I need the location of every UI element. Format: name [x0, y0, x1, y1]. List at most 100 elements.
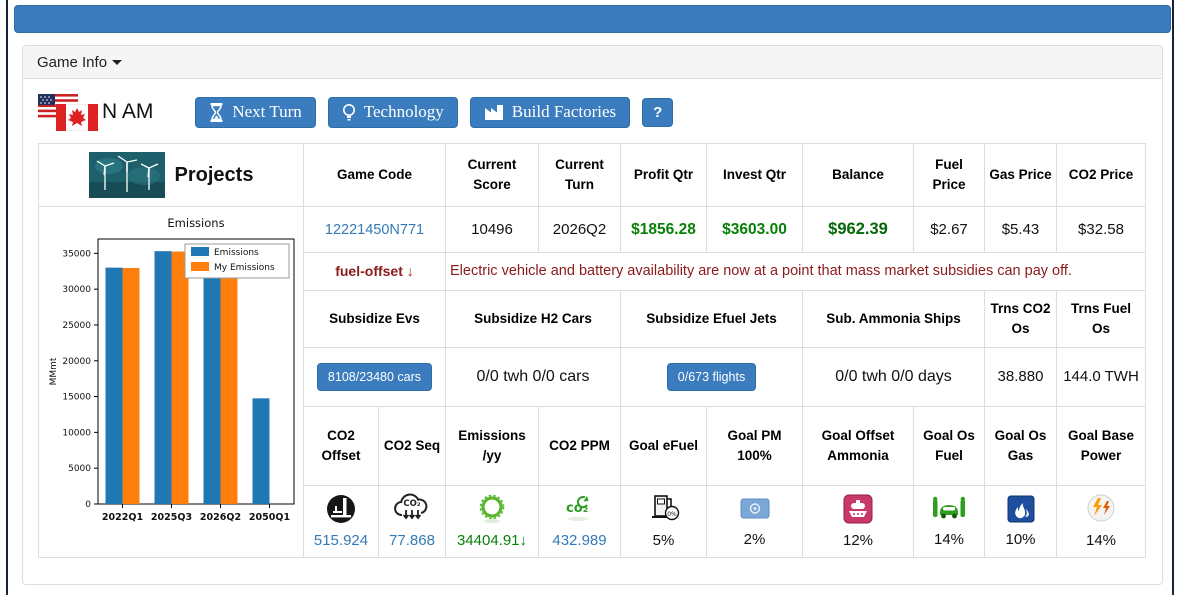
hourglass-icon: [210, 102, 223, 122]
projects-title: Projects: [174, 163, 254, 186]
next-turn-label: Next Turn: [232, 102, 302, 121]
subsidize-evs-button[interactable]: 8108/23480 cars: [316, 362, 433, 391]
svg-text:2022Q1: 2022Q1: [102, 512, 143, 523]
canada-flag-icon: [56, 104, 98, 131]
subsidize-h2-value: 0/0 twh 0/0 cars: [445, 347, 621, 407]
co2-seq-value: 77.868: [389, 532, 435, 550]
help-button[interactable]: ?: [642, 97, 674, 127]
co2-ppm-cell: co₂ 432.989: [538, 485, 621, 558]
game-info-label: Game Info: [37, 53, 108, 71]
build-factories-button[interactable]: Build Factories: [469, 96, 631, 128]
lightbulb-icon: [342, 103, 355, 120]
header-trns-co2-os: Trns CO2 Os: [984, 289, 1057, 349]
emissions-chart-cell: Emissions MMmt 0 5000 10000 15000 20000 25000 30…: [38, 206, 304, 558]
factory-icon: [484, 105, 503, 120]
subsidize-efuel-button[interactable]: 0/673 flights: [666, 362, 757, 391]
svg-text:25000: 25000: [62, 321, 91, 331]
goal-offset-ammonia-cell: 12%: [802, 485, 914, 558]
goal-os-gas-cell: 10%: [984, 485, 1057, 558]
header-goal-pm: Goal PM 100%: [706, 405, 803, 487]
header-invest-qtr: Invest Qtr: [706, 143, 803, 207]
balance-value: $962.39: [802, 205, 914, 254]
gas-price-value: $5.43: [984, 205, 1057, 254]
gas-flame-icon: [1007, 495, 1034, 523]
header-co2-price: CO2 Price: [1056, 143, 1146, 207]
svg-text:MMmt: MMmt: [49, 357, 59, 385]
goal-os-fuel-value: 14%: [933, 531, 965, 549]
sub-ammonia-value: 0/0 twh 0/0 days: [802, 347, 985, 407]
svg-text:0%: 0%: [667, 511, 677, 518]
current-score-value: 10496: [445, 205, 539, 254]
goal-base-power-value: 14%: [1085, 532, 1117, 550]
technology-label: Technology: [363, 102, 444, 121]
next-turn-button[interactable]: Next Turn: [195, 96, 316, 128]
game-info-panel: Game Info: [22, 45, 1163, 585]
co2-offset-value: 515.924: [313, 532, 369, 550]
co2-ppm-icon: co₂: [566, 496, 588, 522]
subsidize-efuel-cell: 0/673 flights: [620, 347, 803, 407]
goal-pm-value: 2%: [743, 531, 766, 549]
emissions-yy-value: 34404.91↓: [456, 532, 528, 550]
power-bolt-icon: [1087, 494, 1115, 522]
goal-offset-ammonia-value: 12%: [842, 532, 874, 550]
header-goal-os-fuel: Goal Os Fuel: [913, 405, 985, 487]
efuel-pump-icon: 0%: [651, 495, 679, 521]
header-goal-offset-ammonia: Goal Offset Ammonia: [802, 405, 914, 487]
trns-co2-os-value: 38.880: [984, 347, 1057, 407]
co2-sequestration-icon: CO₂: [394, 493, 428, 520]
header-co2-offset: CO2 Offset: [303, 405, 379, 487]
svg-text:5000: 5000: [68, 464, 91, 474]
question-icon: ?: [653, 103, 663, 121]
header-gas-price: Gas Price: [984, 143, 1057, 207]
svg-text:10000: 10000: [62, 428, 91, 438]
page-left-border: [6, 0, 8, 595]
toolbar: N AM Next Turn Technology: [38, 91, 1147, 133]
svg-text:20000: 20000: [62, 357, 91, 367]
header-goal-efuel: Goal eFuel: [620, 405, 707, 487]
panel-body: N AM Next Turn Technology: [23, 79, 1162, 558]
profit-qtr-value: $1856.28: [620, 205, 707, 254]
svg-text:2050Q1: 2050Q1: [249, 512, 290, 523]
ammonia-ship-icon: [843, 494, 873, 524]
header-goal-base-power: Goal Base Power: [1056, 405, 1146, 487]
svg-text:Emissions: Emissions: [167, 216, 224, 230]
goal-efuel-value: 5%: [652, 532, 675, 550]
game-code-link[interactable]: 12221450N771: [324, 221, 425, 238]
header-profit-qtr: Profit Qtr: [620, 143, 707, 207]
un-flag-icon: [740, 498, 769, 519]
goal-pm-cell: 2%: [706, 485, 803, 558]
top-navbar: [14, 5, 1171, 33]
build-factories-label: Build Factories: [511, 102, 617, 121]
emissions-ring-icon: [479, 494, 505, 524]
svg-text:2026Q2: 2026Q2: [200, 512, 241, 523]
co2-offset-icon: [327, 495, 355, 524]
svg-text:30000: 30000: [62, 285, 91, 295]
svg-text:35000: 35000: [62, 249, 91, 259]
page-right-border: [1172, 0, 1174, 595]
technology-button[interactable]: Technology: [327, 96, 458, 128]
header-emissions-yy: Emissions /yy: [445, 405, 539, 487]
green-car-icon: [933, 496, 965, 519]
region-flags: [38, 92, 100, 132]
emissions-yy-cell: 34404.91↓: [445, 485, 539, 558]
goal-os-gas-value: 10%: [1005, 531, 1036, 549]
header-fuel-price: Fuel Price: [913, 143, 985, 207]
header-game-code: Game Code: [303, 143, 446, 207]
header-current-turn: Current Turn: [538, 143, 621, 207]
game-stats-table: Projects Game Code Current Score Current…: [38, 143, 1146, 558]
co2-ppm-value: 432.989: [552, 532, 607, 550]
svg-text:co₂: co₂: [566, 501, 588, 516]
header-co2-ppm: CO2 PPM: [538, 405, 621, 487]
projects-header-cell: Projects: [38, 143, 304, 207]
svg-text:0: 0: [85, 500, 91, 510]
trns-fuel-os-value: 144.0 TWH: [1056, 347, 1146, 407]
alert-message: Electric vehicle and battery availabilit…: [445, 252, 1146, 291]
game-code-value[interactable]: 12221450N771: [303, 205, 446, 254]
goal-os-fuel-cell: 14%: [913, 485, 985, 558]
co2-offset-cell: 515.924: [303, 485, 379, 558]
header-goal-os-gas: Goal Os Gas: [984, 405, 1057, 487]
header-co2-seq: CO2 Seq: [378, 405, 446, 487]
goal-efuel-cell: 0% 5%: [620, 485, 707, 558]
game-info-dropdown[interactable]: Game Info: [23, 46, 1162, 79]
header-sub-ammonia-ships: Sub. Ammonia Ships: [802, 289, 985, 349]
